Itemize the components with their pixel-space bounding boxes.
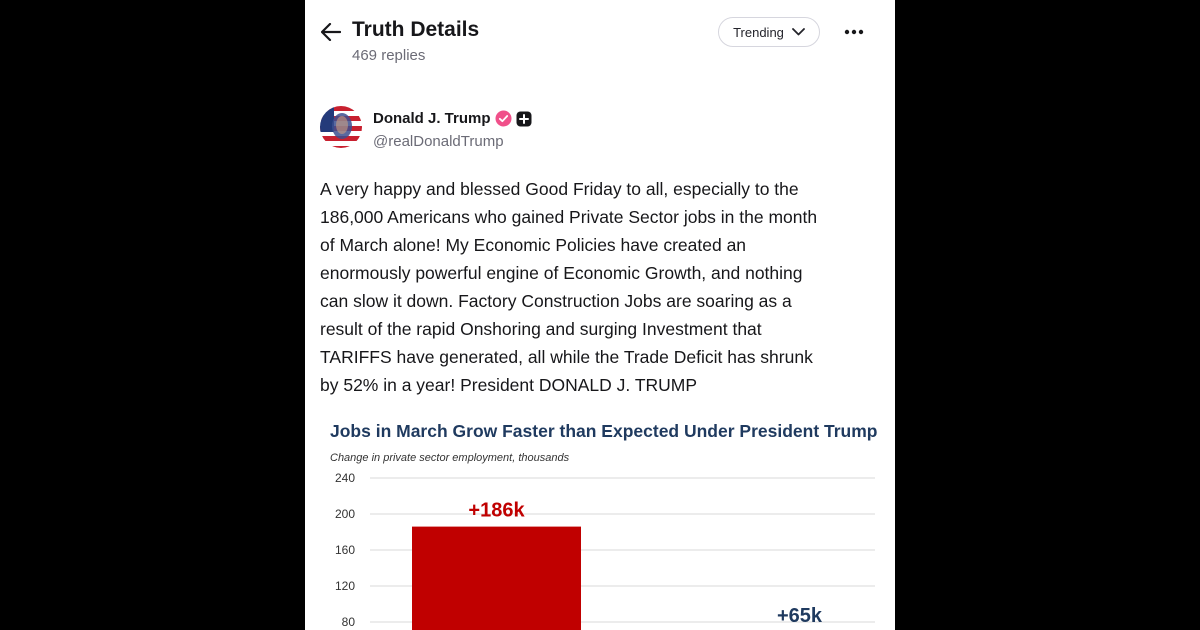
arrow-left-icon (321, 23, 341, 41)
post-body: A very happy and blessed Good Friday to … (320, 175, 880, 399)
post-text-line: can slow it down. Factory Construction J… (320, 291, 792, 311)
page-title: Truth Details (352, 18, 480, 41)
more-options-button[interactable] (841, 20, 867, 44)
bar-chart: 80 120 160 200 240 +186k +65k (335, 471, 875, 630)
author-name-row: Donald J. Trump (373, 110, 532, 127)
post-text-line: result of the rapid Onshoring and surgin… (320, 319, 762, 339)
sort-dropdown[interactable]: Trending (718, 17, 820, 47)
chart-subtitle: Change in private sector employment, tho… (330, 452, 570, 464)
more-horizontal-icon (844, 29, 864, 35)
y-tick-label: 160 (335, 543, 355, 557)
author-name[interactable]: Donald J. Trump (373, 110, 491, 127)
verified-badge-icon (495, 110, 512, 127)
plus-badge-icon (516, 111, 532, 127)
y-tick-label: 120 (335, 579, 355, 593)
post-text-line: A very happy and blessed Good Friday to … (320, 179, 799, 199)
replies-count: 469 replies (352, 47, 426, 64)
post-text-line: by 52% in a year! President DONALD J. TR… (320, 375, 698, 395)
post-detail-panel: Truth Details 469 replies Trending (305, 0, 895, 630)
chart-bar (412, 526, 581, 630)
avatar-image (320, 106, 362, 148)
author-handle[interactable]: @realDonaldTrump (373, 133, 504, 150)
y-tick-label: 80 (342, 615, 356, 629)
y-tick-label: 200 (335, 507, 355, 521)
post-media-chart[interactable]: Jobs in March Grow Faster than Expected … (320, 410, 880, 630)
post-text-line: enormously powerful engine of Economic G… (320, 263, 803, 283)
chart-title: Jobs in March Grow Faster than Expected … (330, 421, 878, 441)
bar-data-label: +65k (777, 605, 823, 627)
back-button[interactable] (319, 20, 343, 44)
page-header: Truth Details 469 replies Trending (305, 0, 895, 80)
post-text-line: 186,000 Americans who gained Private Sec… (320, 207, 818, 227)
sort-label: Trending (733, 24, 784, 40)
post-text-line: TARIFFS have generated, all while the Tr… (320, 347, 813, 367)
chevron-down-icon (792, 28, 805, 36)
avatar[interactable] (320, 106, 362, 148)
y-tick-label: 240 (335, 471, 355, 485)
bar-data-label: +186k (468, 500, 525, 522)
post-text-line: of March alone! My Economic Policies hav… (320, 235, 747, 255)
